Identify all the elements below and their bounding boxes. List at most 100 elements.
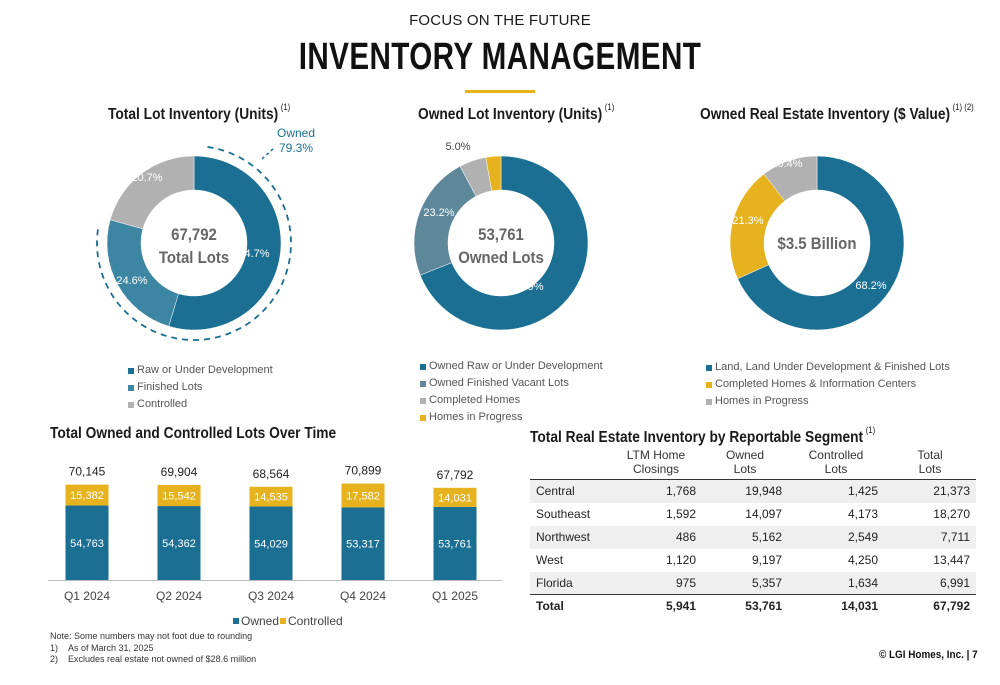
table-header-cell: LTM Home Closings: [626, 448, 686, 476]
footnotes: Note: Some numbers may not foot due to r…: [50, 631, 256, 666]
slice-label: 10.4%: [771, 158, 802, 170]
stacked-bar-chart: 54,763 15,382 70,145 Q1 2024 54,362 15,542 69,…: [48, 464, 502, 628]
bar-owned: [433, 506, 477, 580]
legend-swatch: [420, 363, 426, 370]
page-number: 7: [972, 649, 978, 661]
slice-label: 68.2%: [855, 280, 886, 292]
bar-owned-label: 53,761: [438, 538, 472, 550]
legend-swatch: [128, 384, 134, 391]
bar-total-label: 70,899: [345, 464, 382, 478]
table-cell: 975: [610, 571, 702, 595]
x-tick-label: Q4 2024: [340, 589, 386, 603]
page-footer: © LGI Homes, Inc. | 7: [879, 649, 978, 661]
bar-controlled-label: 14,031: [438, 492, 472, 504]
bar-owned: [65, 505, 109, 580]
slice-label: 20.7%: [131, 172, 162, 184]
owned-callout-arc: [96, 146, 292, 341]
donut-center-value: $3.5 Billion: [778, 235, 857, 253]
bar-owned: [341, 507, 385, 580]
x-tick-label: Q1 2024: [64, 589, 110, 603]
slice-label: 68.9%: [512, 281, 543, 293]
donut-center-value: 67,792: [171, 226, 217, 244]
legend-item: Owned Finished Vacant Lots: [420, 375, 603, 392]
x-tick-label: Q2 2024: [156, 589, 202, 603]
donut-slice: [106, 219, 179, 327]
table-cell: 18,270: [933, 507, 970, 521]
bar-controlled: [433, 487, 477, 507]
donut-center-value: 53,761: [478, 226, 524, 244]
legend-swatch: [420, 380, 426, 387]
bar-controlled-label: 14,535: [254, 492, 288, 504]
table-cell: 1,592: [665, 507, 696, 521]
legend-label: Controlled: [288, 614, 343, 628]
table-cell: 5,162: [702, 525, 788, 549]
legend-label: Homes in Progress: [429, 411, 523, 423]
table-cell: 5,357: [702, 571, 788, 595]
bar-owned-label: 54,362: [162, 538, 196, 550]
slice-label: 21.3%: [732, 215, 763, 227]
legend-item: Homes in Progress: [420, 409, 603, 426]
legend-swatch: [128, 401, 134, 408]
donut-center-label: Owned Lots: [458, 249, 544, 267]
table-cell: Southeast: [536, 507, 591, 521]
donut-slice: [737, 155, 905, 331]
table-row: Northwest 486 5,162 2,549 7,711: [530, 525, 976, 549]
legend-item: Completed Homes: [420, 392, 603, 409]
donut2-legend: Owned Raw or Under Development Owned Fini…: [420, 358, 603, 426]
bar-controlled: [249, 486, 293, 507]
table-cell: 1,768: [610, 479, 702, 503]
slice-label: 23.2%: [423, 207, 454, 219]
table-header-cell: [530, 448, 610, 480]
bar-owned-label: 54,763: [70, 538, 104, 550]
bar-chart-title: Total Owned and Controlled Lots Over Tim…: [50, 425, 337, 442]
owned-callout-leader: [261, 147, 275, 160]
legend-swatch: [706, 398, 712, 405]
table-cell: Florida: [530, 571, 610, 595]
legend-swatch: [280, 618, 286, 624]
table-cell: 4,250: [847, 553, 878, 567]
table-cell: Total: [530, 594, 610, 618]
legend-swatch: [233, 618, 239, 624]
legend-swatch: [128, 367, 134, 374]
legend-label: Raw or Under Development: [137, 364, 273, 376]
bar-controlled-label: 17,582: [346, 491, 380, 503]
bar-owned-label: 53,317: [346, 539, 380, 551]
table-header-row: LTM Home Closings Owned Lots Controlled Lot…: [530, 448, 976, 480]
bar-owned: [157, 506, 201, 580]
table-cell: 4,173: [847, 507, 878, 521]
donut1-title: Total Lot Inventory (Units) (1): [108, 102, 291, 123]
slice-label: 24.6%: [116, 275, 147, 287]
owned-callout-label: Owned: [277, 126, 315, 140]
copyright-text: © LGI Homes, Inc.: [879, 649, 965, 661]
donut-chart-3: 68.2% 21.3% 10.4% $3.5 Billion: [729, 155, 905, 331]
table-cell: 14,031: [788, 594, 884, 618]
donut-slice: [168, 155, 282, 331]
legend-swatch: [420, 397, 426, 404]
legend-item: Finished Lots: [128, 379, 273, 396]
table-row: West 1,120 9,197 4,250 13,447: [530, 549, 976, 572]
legend-item: Owned Raw or Under Development: [420, 358, 603, 375]
bar-total-label: 68,564: [253, 467, 290, 481]
bar-controlled: [341, 483, 385, 508]
bar-total-label: 69,904: [161, 465, 198, 479]
table-header-cell: Total Lots: [917, 448, 943, 476]
legend-item: Raw or Under Development: [128, 362, 273, 379]
legend-label: Controlled: [137, 398, 188, 410]
x-tick-label: Q1 2025: [432, 589, 478, 603]
table-cell: 1,634: [788, 571, 884, 595]
footnote-item: 1) As of March 31, 2025: [50, 642, 154, 653]
footnote-lead: Note: Some numbers may not foot due to r…: [50, 631, 253, 641]
legend-label: Owned: [241, 614, 279, 628]
page-kicker: FOCUS ON THE FUTURE: [409, 12, 591, 29]
bar-total-label: 70,145: [69, 465, 106, 479]
table-cell: Northwest: [530, 525, 610, 549]
owned-callout-value: 79.3%: [279, 141, 313, 155]
table-header-cell: Owned Lots: [725, 448, 765, 476]
table-cell: 5,941: [610, 594, 702, 618]
table-cell: 21,373: [884, 479, 976, 503]
donut-slice: [763, 155, 818, 202]
table-cell: 486: [610, 525, 702, 549]
segment-table: LTM Home Closings Owned Lots Controlled Lot…: [530, 448, 976, 618]
table-cell: 14,097: [745, 507, 782, 521]
table-cell: 53,761: [702, 594, 788, 618]
